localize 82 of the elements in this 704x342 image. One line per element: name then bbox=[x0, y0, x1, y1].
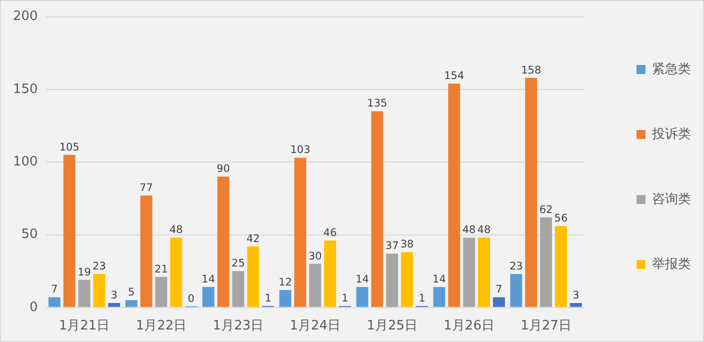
x-tick-label: 1月21日 bbox=[58, 318, 110, 334]
bar bbox=[433, 287, 446, 307]
bar bbox=[247, 246, 260, 307]
y-tick-label: 200 bbox=[12, 9, 38, 24]
x-tick-label: 1月23日 bbox=[212, 318, 264, 334]
data-label: 3 bbox=[110, 290, 118, 302]
bar bbox=[492, 297, 505, 307]
y-tick-label: 0 bbox=[30, 300, 38, 315]
bar bbox=[93, 274, 106, 307]
bar bbox=[356, 287, 368, 307]
y-tick-label: 150 bbox=[12, 82, 38, 97]
data-label: 90 bbox=[216, 163, 230, 176]
data-label: 154 bbox=[444, 70, 464, 82]
data-label: 56 bbox=[554, 212, 568, 225]
bar bbox=[202, 287, 214, 307]
bar bbox=[570, 303, 582, 307]
bar bbox=[78, 280, 90, 307]
bar bbox=[463, 238, 476, 307]
bar bbox=[386, 254, 398, 307]
data-label: 46 bbox=[323, 227, 338, 240]
data-label: 23 bbox=[92, 260, 106, 272]
bar bbox=[371, 111, 384, 307]
data-label: 77 bbox=[140, 182, 154, 194]
bar bbox=[155, 276, 168, 307]
bar bbox=[554, 226, 567, 307]
data-label: 48 bbox=[462, 224, 476, 236]
bar bbox=[309, 264, 322, 307]
data-label: 19 bbox=[78, 266, 91, 278]
bar bbox=[48, 297, 60, 307]
data-label: 62 bbox=[539, 204, 553, 216]
data-label: 1 bbox=[342, 292, 348, 304]
data-label: 38 bbox=[400, 238, 414, 251]
data-label: 42 bbox=[246, 232, 260, 245]
bar bbox=[125, 300, 138, 307]
bar bbox=[217, 176, 230, 307]
data-label: 14 bbox=[356, 274, 370, 286]
data-label: 37 bbox=[385, 240, 399, 252]
legend-label: 紧急类 bbox=[652, 62, 691, 77]
y-tick-label: 50 bbox=[21, 227, 38, 242]
bar bbox=[170, 238, 182, 307]
bar bbox=[510, 274, 522, 307]
data-label: 158 bbox=[521, 64, 542, 76]
data-label: 5 bbox=[128, 286, 135, 299]
data-label: 23 bbox=[509, 260, 523, 272]
bar bbox=[294, 158, 306, 307]
bar bbox=[525, 78, 538, 307]
bar bbox=[540, 217, 552, 307]
bar bbox=[232, 271, 244, 307]
data-label: 21 bbox=[154, 263, 168, 276]
x-tick-label: 1月25日 bbox=[366, 318, 418, 334]
data-label: 30 bbox=[308, 250, 322, 262]
x-tick-label: 1月26日 bbox=[444, 318, 494, 334]
legend-label: 投诉类 bbox=[651, 126, 691, 142]
x-tick-label: 1月27日 bbox=[520, 318, 572, 334]
data-label: 105 bbox=[59, 141, 80, 154]
data-label: 12 bbox=[278, 276, 292, 288]
bar bbox=[279, 290, 292, 307]
data-label: 1 bbox=[418, 292, 426, 304]
x-tick-label: 1月24日 bbox=[290, 318, 341, 334]
bar bbox=[478, 238, 490, 307]
bar bbox=[140, 196, 152, 307]
data-label: 25 bbox=[232, 258, 245, 270]
legend-label: 咨询类 bbox=[652, 192, 691, 207]
data-label: 48 bbox=[169, 224, 183, 236]
x-tick-label: 1月22日 bbox=[136, 318, 187, 334]
data-label: 48 bbox=[477, 224, 491, 236]
bar bbox=[401, 252, 414, 307]
bar bbox=[324, 240, 336, 307]
y-tick-label: 100 bbox=[12, 154, 38, 170]
data-label: 14 bbox=[432, 274, 446, 286]
legend-label: 举报类 bbox=[652, 256, 691, 272]
bar bbox=[108, 303, 120, 307]
data-label: 14 bbox=[202, 274, 216, 286]
data-label: 103 bbox=[290, 144, 310, 156]
data-label: 0 bbox=[188, 292, 194, 305]
data-label: 7 bbox=[496, 284, 502, 296]
data-label: 135 bbox=[367, 98, 388, 110]
data-label: 7 bbox=[51, 284, 58, 296]
data-label: 3 bbox=[572, 290, 580, 302]
bar bbox=[63, 154, 76, 307]
bar bbox=[448, 84, 460, 307]
data-label: 1 bbox=[264, 292, 272, 304]
